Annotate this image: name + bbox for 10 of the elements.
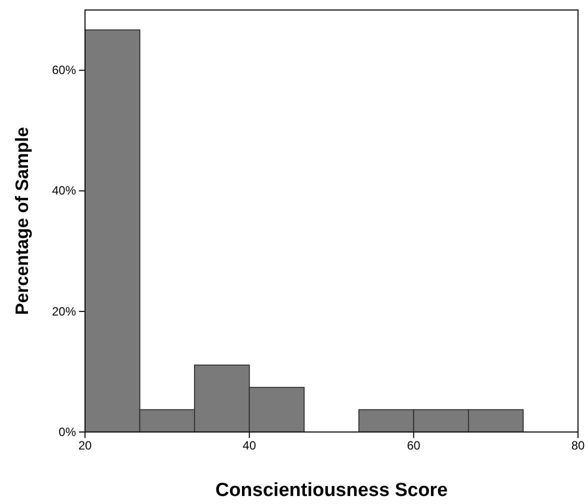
- x-tick-label: 20: [78, 438, 92, 453]
- y-tick-label: 20%: [52, 304, 76, 318]
- x-tick-label: 40: [242, 438, 256, 453]
- x-tick-label: 60: [406, 438, 421, 453]
- x-tick-label: 80: [571, 438, 585, 453]
- y-tick-label: 0%: [58, 424, 76, 439]
- x-axis-title: Conscientiousness Score: [215, 480, 448, 501]
- y-tick-label: 60%: [52, 63, 76, 78]
- y-axis-title: Percentage of Sample: [12, 126, 32, 316]
- y-tick-label: 40%: [52, 184, 76, 198]
